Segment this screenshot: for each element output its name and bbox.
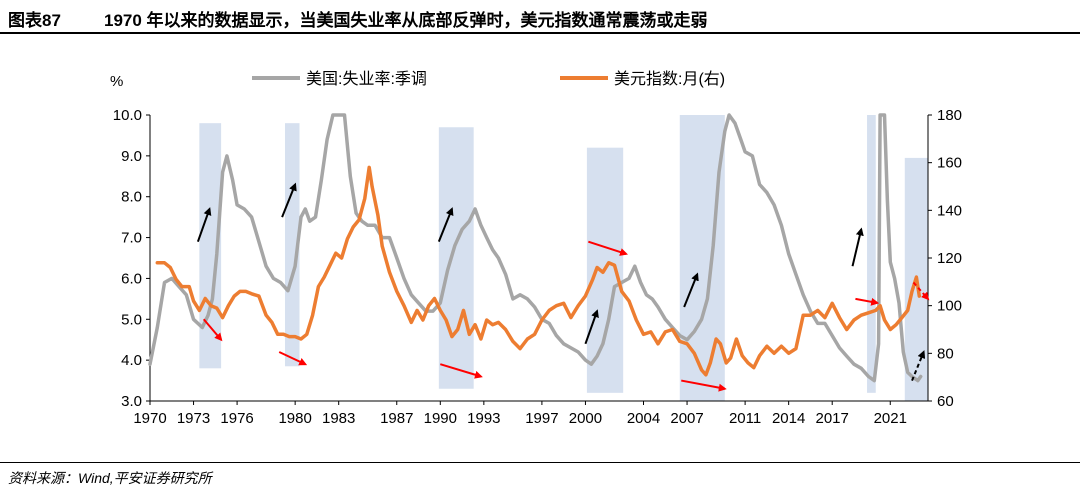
right-tick-label: 80 [937, 345, 954, 362]
shaded-period-5 [867, 115, 876, 393]
right-tick-label: 160 [937, 155, 962, 172]
black-arrow-0 [196, 207, 212, 242]
black-arrow-4 [683, 272, 699, 308]
x-tick-label: 2021 [874, 410, 907, 427]
shaded-period-2 [438, 127, 474, 389]
x-tick-label: 1976 [220, 410, 253, 427]
left-tick-label: 6.0 [121, 270, 142, 287]
red-arrow-7 [202, 318, 223, 342]
left-tick-label: 7.0 [121, 230, 142, 247]
x-tick-label: 1973 [177, 410, 210, 427]
red-arrow-11 [681, 379, 727, 392]
left-tick-label: 3.0 [121, 393, 142, 410]
right-tick-label: 60 [937, 393, 954, 410]
legend-label-dollar: 美元指数:月(右) [614, 70, 725, 88]
x-tick-label: 2004 [627, 410, 660, 427]
black-arrow-6 [911, 350, 926, 381]
left-tick-label: 10.0 [113, 107, 142, 124]
x-tick-label: 2000 [569, 410, 602, 427]
figure-header: 图表87 1970 年以来的数据显示，当美国失业率从底部反弹时，美元指数通常震荡… [0, 0, 1080, 34]
red-arrow-10 [588, 240, 628, 256]
legend: 美国:失业率:季调 美元指数:月(右) [252, 70, 725, 88]
x-tick-label: 2011 [729, 410, 761, 427]
shaded-period-4 [679, 115, 725, 401]
x-tick-label: 1970 [133, 410, 166, 427]
left-tick-label: 4.0 [121, 352, 142, 369]
x-tick-label: 1987 [380, 410, 413, 427]
left-tick-label: 5.0 [121, 311, 142, 328]
dollar-index-line [155, 165, 922, 377]
left-axis-unit: % [110, 73, 123, 90]
series [148, 113, 923, 383]
unemployment-line [148, 113, 923, 383]
right-tick-label: 120 [937, 250, 962, 267]
black-arrow-2 [437, 207, 454, 243]
black-arrow-5 [851, 227, 864, 267]
red-arrow-13 [912, 281, 930, 301]
left-tick-label: 8.0 [121, 189, 142, 206]
legend-label-unemployment: 美国:失业率:季调 [306, 70, 427, 88]
figure-number: 图表87 [8, 11, 61, 30]
annotation-arrows [196, 182, 930, 392]
x-tick-label: 1983 [322, 410, 355, 427]
x-tick-label: 1997 [525, 410, 558, 427]
black-arrow-3 [584, 309, 599, 345]
red-arrow-8 [278, 351, 308, 366]
x-tick-label: 2007 [670, 410, 703, 427]
right-tick-label: 100 [937, 298, 962, 315]
black-arrow-1 [281, 182, 297, 218]
right-tick-label: 180 [937, 107, 962, 124]
source-note: 资料来源：Wind,平安证券研究所 [8, 470, 212, 486]
x-tick-label: 2017 [816, 410, 849, 427]
x-tick-label: 1990 [424, 410, 457, 427]
x-tick-label: 1980 [278, 410, 311, 427]
red-arrow-9 [440, 363, 483, 379]
x-tick-label: 1993 [467, 410, 500, 427]
chart-area: 3.0 4.0 5.0 6.0 7.0 8.0 9.0 10.0 60 80 100 120 140 16… [110, 70, 962, 427]
axes: 3.0 4.0 5.0 6.0 7.0 8.0 9.0 10.0 60 80 100 120 140 16… [113, 107, 962, 427]
right-tick-label: 140 [937, 202, 962, 219]
x-tick-label: 2014 [772, 410, 805, 427]
shaded-periods [199, 115, 928, 401]
left-tick-label: 9.0 [121, 148, 142, 165]
red-arrow-12 [855, 297, 880, 306]
figure-title: 1970 年以来的数据显示，当美国失业率从底部反弹时，美元指数通常震荡或走弱 [104, 11, 708, 30]
footer-rule [0, 462, 1080, 463]
